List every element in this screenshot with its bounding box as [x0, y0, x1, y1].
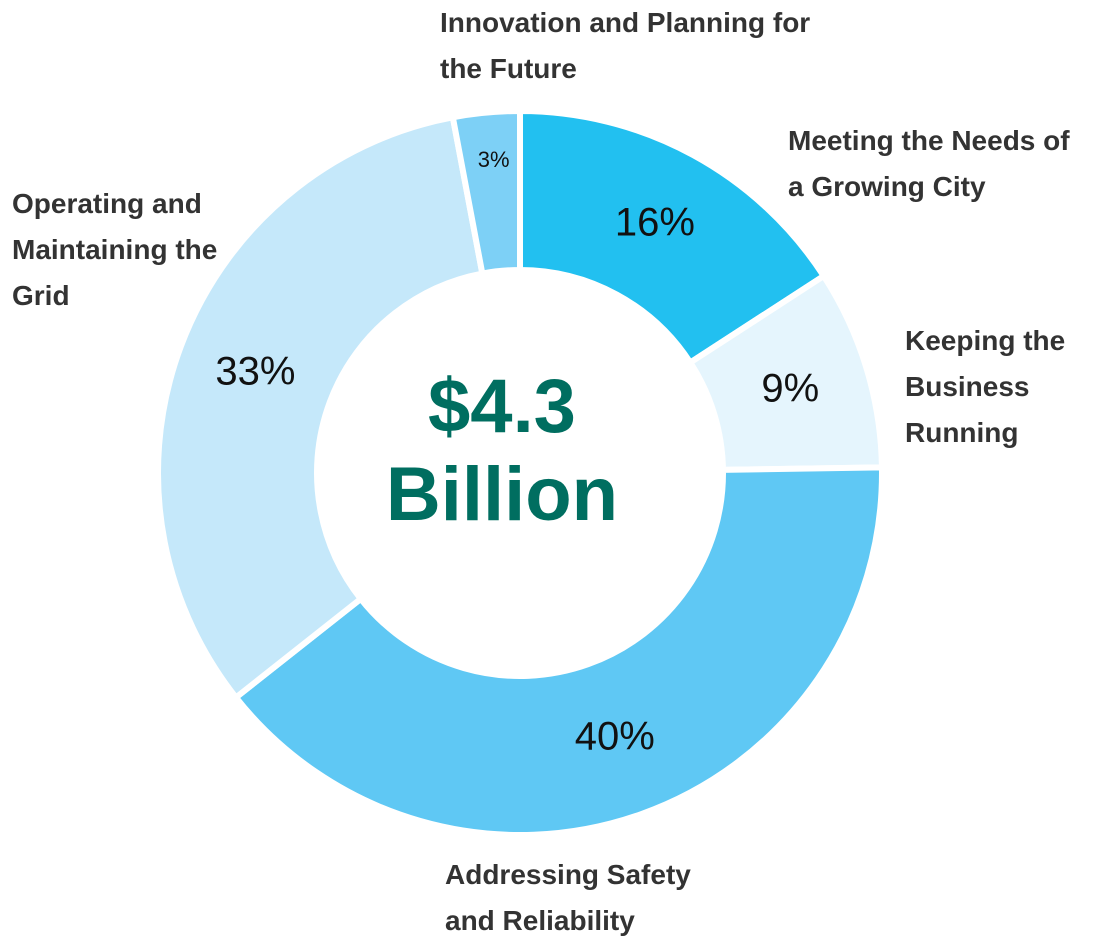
- donut-slice: [231, 464, 885, 838]
- donut-slice: [155, 113, 486, 702]
- category-label: Keeping the Business Running: [905, 325, 1066, 448]
- value-label: 9%: [761, 366, 819, 410]
- category-label: Addressing Safety and Reliability: [445, 859, 691, 936]
- value-label: 33%: [215, 350, 295, 394]
- donut-slice: [517, 107, 828, 367]
- donut-slice: [449, 107, 523, 278]
- value-label: 40%: [575, 715, 655, 759]
- category-label: Operating and Maintaining the Grid: [12, 188, 218, 311]
- center-label: $4.3: [428, 364, 576, 449]
- center-label: Billion: [386, 452, 618, 537]
- value-label: 16%: [615, 200, 695, 244]
- value-label: 3%: [478, 147, 510, 172]
- category-label: Meeting the Needs of a Growing City: [788, 125, 1070, 202]
- category-label: Innovation and Planning for the Future: [440, 7, 811, 84]
